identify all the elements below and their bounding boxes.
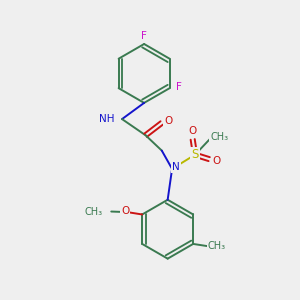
Text: N: N bbox=[172, 162, 180, 172]
Text: O: O bbox=[164, 116, 172, 126]
Text: F: F bbox=[176, 82, 182, 92]
Text: F: F bbox=[141, 31, 147, 41]
Text: S: S bbox=[191, 148, 199, 161]
Text: CH₃: CH₃ bbox=[208, 241, 226, 251]
Text: CH₃: CH₃ bbox=[85, 206, 103, 217]
Text: CH₃: CH₃ bbox=[210, 132, 228, 142]
Text: O: O bbox=[189, 126, 197, 136]
Text: O: O bbox=[121, 206, 129, 216]
Text: O: O bbox=[212, 156, 221, 166]
Text: NH: NH bbox=[99, 114, 115, 124]
